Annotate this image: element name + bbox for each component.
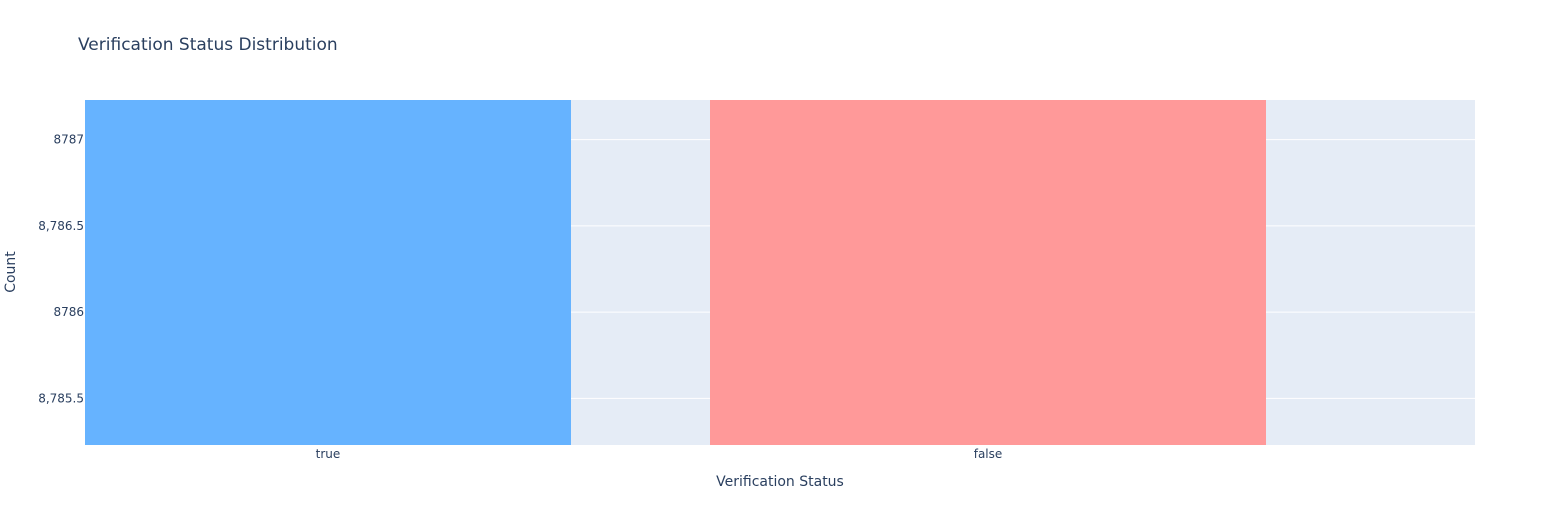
chart-title: Verification Status Distribution	[78, 35, 338, 55]
x-axis-title: Verification Status	[716, 474, 844, 490]
y-tick-label: 8,786.5	[38, 219, 84, 233]
y-tick-label: 8786	[53, 305, 84, 319]
y-tick-labels: 8,785.5 8786 8,786.5 8787	[38, 133, 84, 406]
y-tick-label: 8787	[53, 133, 84, 147]
x-tick-labels: true false	[316, 447, 1003, 461]
x-tick-label-true: true	[316, 447, 341, 461]
x-tick-label-false: false	[974, 447, 1003, 461]
bar-true[interactable]	[85, 100, 571, 445]
y-axis-title: Count	[3, 251, 19, 293]
bar-layer[interactable]	[85, 100, 1266, 445]
y-tick-label: 8,785.5	[38, 391, 84, 405]
bar-false[interactable]	[710, 100, 1266, 445]
